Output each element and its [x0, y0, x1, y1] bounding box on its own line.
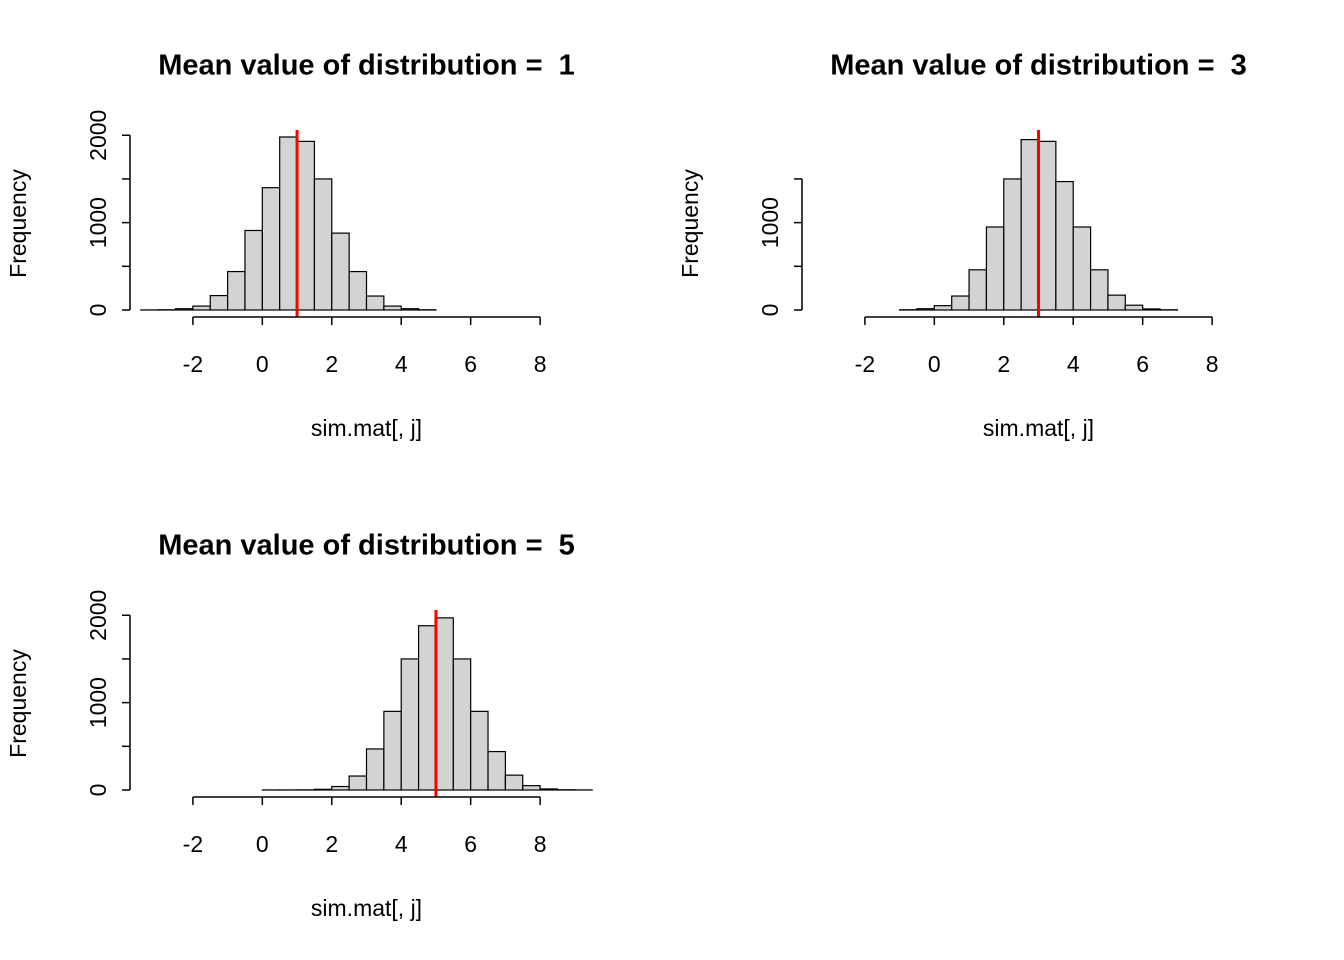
x-tick-label: 4 [395, 351, 408, 377]
x-tick-label: 0 [256, 831, 269, 857]
bar [227, 270, 246, 311]
bar [951, 295, 970, 311]
x-tick-label: -2 [855, 351, 875, 377]
bar [968, 269, 988, 311]
y-tick-label: 2000 [85, 590, 111, 641]
x-tick-label: 0 [256, 351, 269, 377]
bar [400, 308, 420, 311]
bar [348, 270, 368, 311]
x-tick-label: -2 [183, 831, 203, 857]
y-tick-label: 1000 [757, 197, 783, 248]
x-tick-label: 6 [464, 351, 477, 377]
bar [331, 785, 350, 791]
x-axis-label: sim.mat[, j] [311, 895, 422, 921]
bar [348, 775, 368, 791]
bar [313, 788, 333, 791]
bar [331, 232, 350, 311]
y-tick-label: 0 [757, 304, 783, 317]
bar [933, 305, 953, 311]
bar [174, 308, 194, 311]
x-tick-label: 2 [325, 831, 338, 857]
y-axis-label: Frequency [677, 169, 703, 278]
bar [1072, 226, 1092, 311]
bar [504, 774, 524, 791]
y-tick-label: 0 [85, 304, 111, 317]
bar [1037, 140, 1057, 311]
y-tick-label: 1000 [85, 677, 111, 728]
x-tick-label: 8 [534, 351, 547, 377]
bar [1003, 178, 1022, 311]
bar [209, 294, 229, 311]
bar [244, 229, 263, 311]
bar [985, 226, 1005, 311]
y-tick-label: 1000 [85, 197, 111, 248]
bar [383, 305, 402, 311]
x-tick-label: 2 [997, 351, 1010, 377]
y-axis-label: Frequency [5, 169, 31, 278]
bar [192, 305, 211, 311]
bar [1124, 304, 1144, 311]
y-tick-label: 0 [85, 784, 111, 797]
x-tick-label: 6 [464, 831, 477, 857]
bar [417, 625, 437, 791]
bar [539, 788, 559, 791]
bar [365, 295, 385, 311]
bar [916, 308, 935, 311]
x-tick-label: 4 [395, 831, 408, 857]
bar [1089, 269, 1109, 311]
bar [261, 187, 281, 311]
y-axis-label: Frequency [5, 649, 31, 758]
x-tick-label: 6 [1136, 351, 1149, 377]
x-tick-label: 8 [1206, 351, 1219, 377]
bar [383, 710, 402, 791]
bar [313, 178, 333, 311]
x-tick-label: -2 [183, 351, 203, 377]
bar [435, 617, 454, 791]
chart-title: Mean value of distribution = 1 [158, 50, 575, 82]
chart-title: Mean value of distribution = 5 [158, 530, 575, 562]
bar [452, 658, 472, 791]
y-tick-label: 2000 [85, 110, 111, 161]
x-tick-label: 4 [1067, 351, 1080, 377]
chart-title: Mean value of distribution = 3 [830, 50, 1247, 82]
bar [470, 710, 489, 791]
x-axis-label: sim.mat[, j] [983, 415, 1094, 441]
bar [296, 140, 316, 311]
x-axis-label: sim.mat[, j] [311, 415, 422, 441]
bar [365, 748, 385, 791]
bar [1107, 294, 1126, 311]
bar [1020, 139, 1040, 311]
x-tick-label: 8 [534, 831, 547, 857]
bar [279, 136, 298, 311]
bar [400, 658, 420, 791]
x-tick-label: 2 [325, 351, 338, 377]
bar [487, 750, 506, 791]
bar [1055, 180, 1074, 311]
bar [1142, 308, 1161, 311]
x-tick-label: 0 [928, 351, 941, 377]
bar [522, 785, 541, 791]
